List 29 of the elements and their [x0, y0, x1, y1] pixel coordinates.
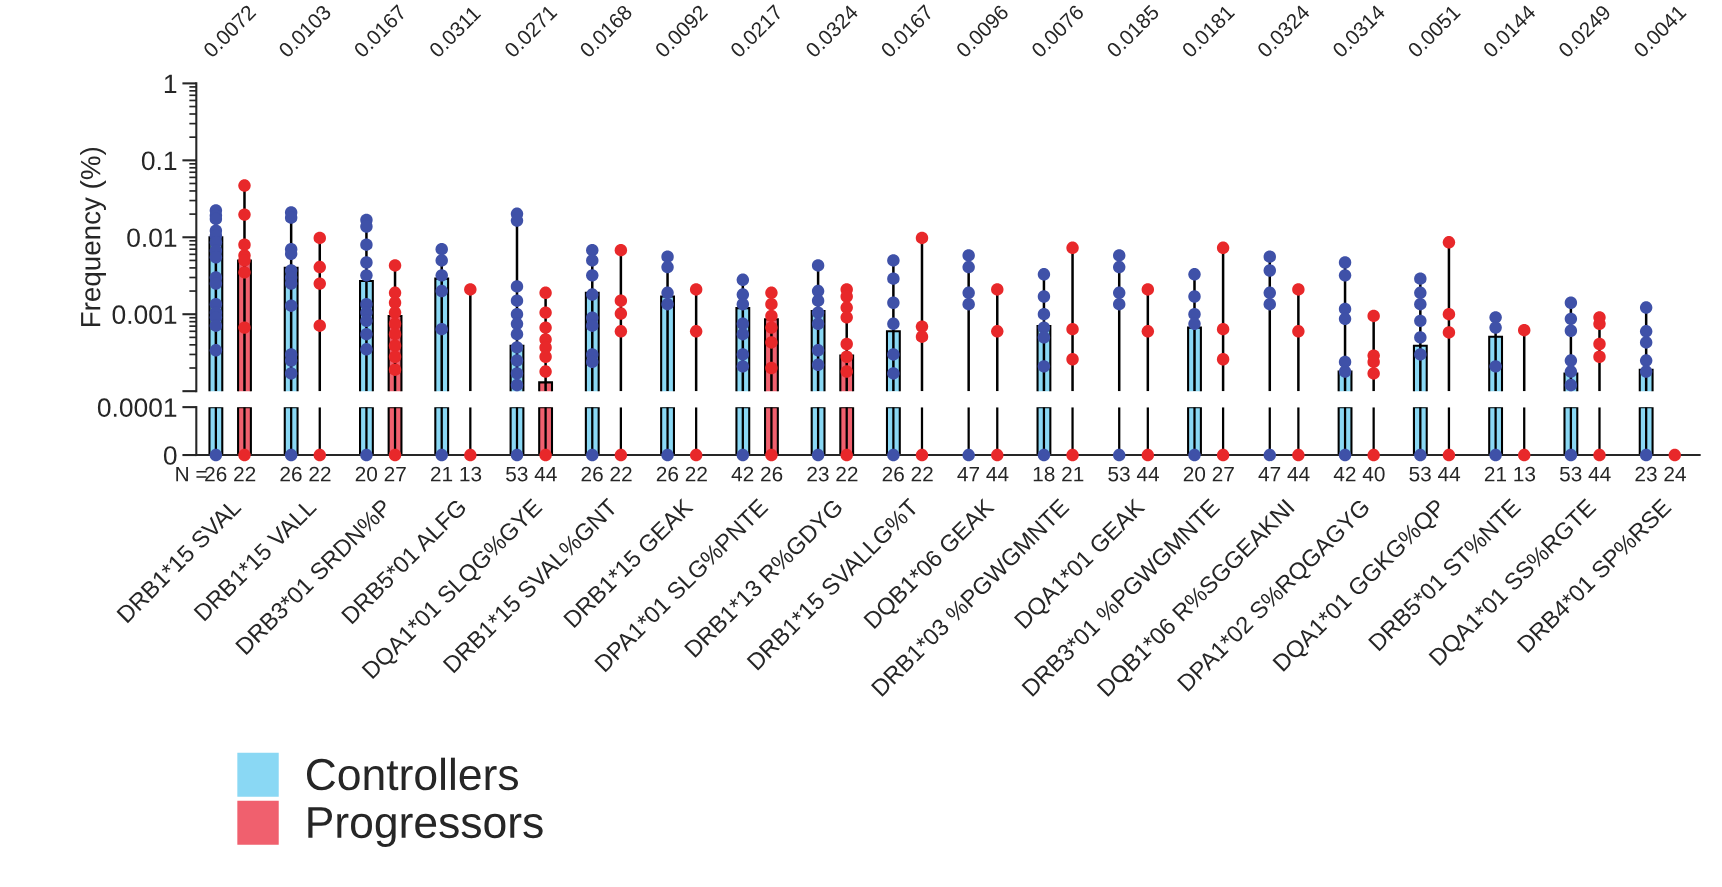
text: 47 44	[1258, 466, 1310, 482]
y-tick-label: 0	[163, 446, 177, 465]
text: 26 22	[280, 466, 331, 482]
y-tick-label: 0.1	[141, 151, 177, 171]
text: 20 27	[1183, 466, 1234, 482]
text: 23 22	[807, 466, 858, 482]
text: 20 27	[355, 466, 406, 482]
text: 53 44	[1409, 466, 1461, 482]
text: 42 26	[731, 466, 783, 482]
text: 18 21	[1033, 466, 1084, 482]
text: 42 40	[1333, 466, 1385, 482]
text: 26 22	[656, 466, 707, 482]
text: 47 44	[957, 466, 1009, 482]
text: 53 44	[506, 466, 557, 482]
legend-label: Progressors	[308, 807, 543, 847]
text: 26 22	[882, 466, 933, 482]
y-tick-label: 0.001	[112, 305, 177, 325]
text: 21 13	[1484, 466, 1536, 482]
text: 53 44	[1559, 466, 1611, 482]
y-tick-label: 0.01	[127, 228, 177, 248]
y-axis-title: Frequency (%)	[80, 147, 106, 327]
text: 21 13	[431, 466, 482, 482]
text: 26 22	[205, 466, 256, 482]
text: 23 24	[1635, 466, 1686, 482]
y-tick-label: 0.0001	[97, 398, 177, 417]
text: 26 22	[581, 466, 632, 482]
text: 53 44	[1108, 466, 1159, 482]
legend-label: Controllers	[306, 757, 518, 791]
y-tick-label: 1	[164, 74, 177, 93]
